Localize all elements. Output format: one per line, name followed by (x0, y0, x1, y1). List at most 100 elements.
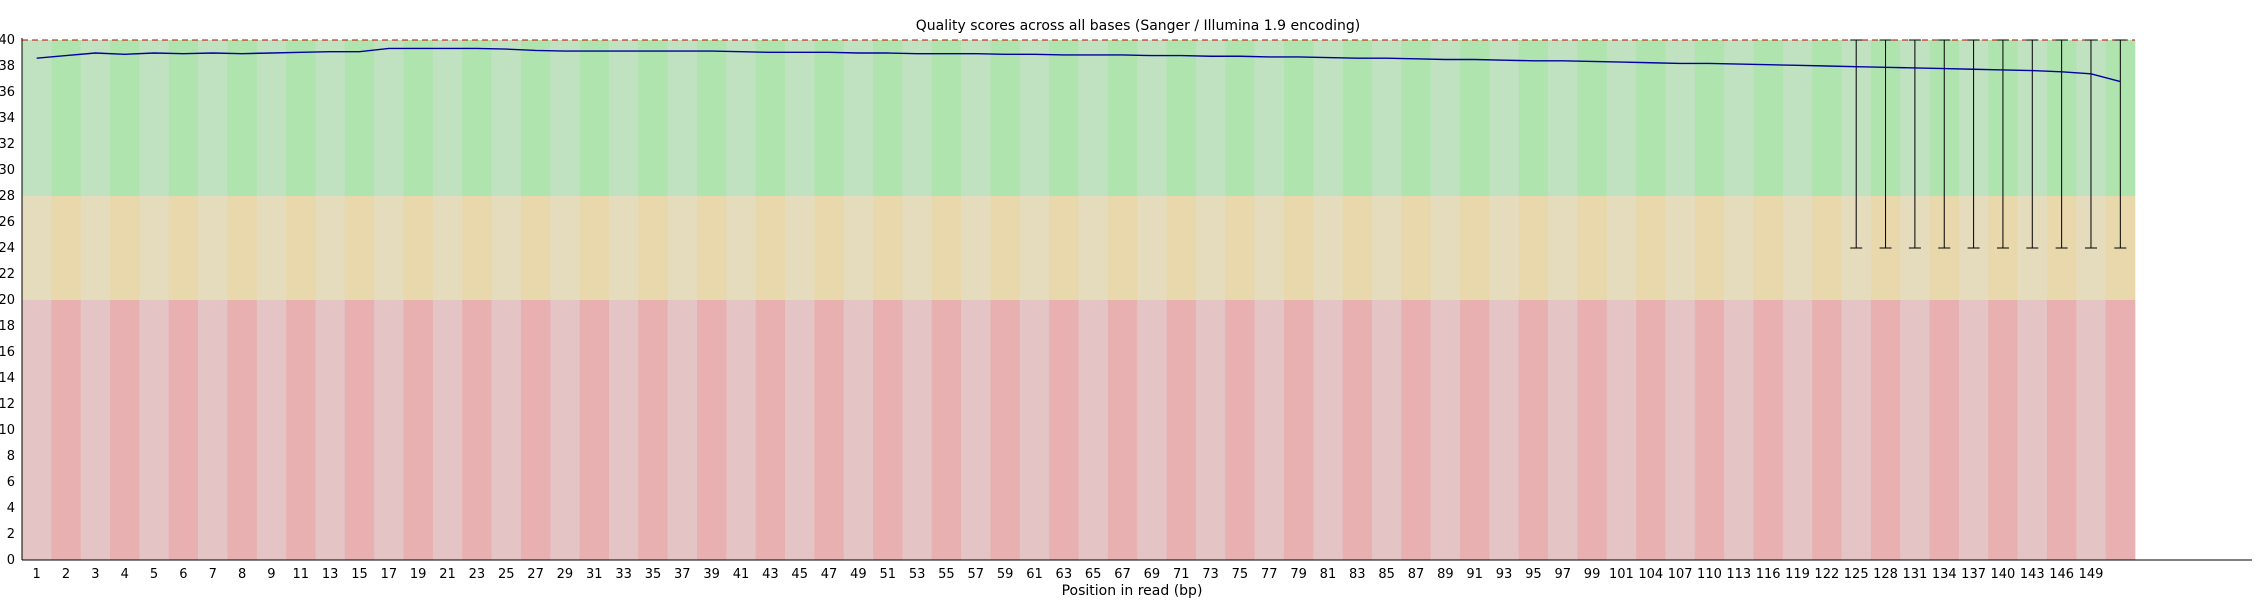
x-tick-label: 25 (498, 567, 515, 582)
zone-stripe (1195, 40, 1226, 196)
zone-stripe (198, 300, 228, 560)
x-tick-label: 3 (91, 567, 99, 582)
y-tick-label: 20 (0, 293, 15, 308)
x-tick-label: 29 (557, 567, 574, 582)
zone-stripe (1958, 300, 1989, 560)
zone-stripe (1342, 196, 1373, 300)
zone-stripe (1694, 196, 1725, 300)
x-tick-label: 55 (938, 567, 955, 582)
zone-stripe (873, 196, 903, 300)
x-tick-label: 23 (469, 567, 486, 582)
x-tick-label: 104 (1638, 567, 1663, 582)
y-tick-label: 6 (7, 475, 15, 490)
x-tick-label: 99 (1584, 567, 1601, 582)
zone-stripe (432, 300, 463, 560)
x-tick-label: 63 (1056, 567, 1073, 582)
x-tick-label: 107 (1668, 567, 1693, 582)
x-tick-label: 41 (733, 567, 750, 582)
zone-stripe (608, 300, 639, 560)
zone-stripe (344, 40, 375, 196)
zone-stripe (696, 196, 727, 300)
x-tick-label: 116 (1756, 567, 1781, 582)
zone-stripe (755, 40, 786, 196)
x-tick-label: 31 (586, 567, 603, 582)
zone-stripe (696, 40, 727, 196)
zone-stripe (550, 300, 580, 560)
zone-stripe (990, 40, 1021, 196)
zone-stripe (1078, 300, 1109, 560)
zone-stripe (1078, 196, 1109, 300)
zone-stripe (931, 300, 962, 560)
x-tick-label: 137 (1961, 567, 1986, 582)
zone-stripe (256, 300, 287, 560)
x-tick-label: 83 (1349, 567, 1366, 582)
zone-stripe (1724, 196, 1754, 300)
zone-stripe (1489, 40, 1520, 196)
y-tick-label: 28 (0, 189, 15, 204)
zone-stripe (814, 196, 845, 300)
zone-stripe (990, 196, 1021, 300)
whisker (1967, 39, 1980, 249)
x-tick-label: 5 (150, 567, 158, 582)
zone-stripe (608, 196, 639, 300)
zone-stripe (432, 196, 463, 300)
zone-stripe (1812, 300, 1842, 560)
zone-stripe (1283, 40, 1314, 196)
zone-stripe (1313, 196, 1343, 300)
x-tick-label: 43 (762, 567, 779, 582)
x-tick-label: 2 (62, 567, 70, 582)
whisker (1996, 39, 2009, 249)
zone-stripe (168, 40, 199, 196)
zone-stripe (315, 196, 346, 300)
zone-stripe (1137, 196, 1167, 300)
zone-stripe (755, 300, 786, 560)
zone-stripe (22, 196, 52, 300)
zone-stripe (1929, 300, 1960, 560)
whisker-series (1850, 39, 2127, 249)
zone-stripe (843, 196, 874, 300)
zone-stripe (961, 40, 991, 196)
whisker (2084, 39, 2097, 249)
axes (21, 38, 2252, 561)
zone-stripe (256, 196, 287, 300)
zone-stripe (1606, 40, 1637, 196)
y-tick-label: 16 (0, 345, 15, 360)
zone-stripe (726, 40, 756, 196)
zone-stripe (1225, 40, 1255, 196)
zone-stripe (227, 196, 258, 300)
zone-stripe (1694, 300, 1725, 560)
x-tick-label: 140 (1991, 567, 2016, 582)
zone-stripe (961, 300, 991, 560)
zone-stripe (520, 300, 551, 560)
zone-stripe (1753, 40, 1784, 196)
zone-stripe (1342, 40, 1373, 196)
zone-stripe (1577, 196, 1608, 300)
zone-stripe (814, 300, 845, 560)
zone-stripe (139, 196, 170, 300)
zone-stripe (168, 300, 199, 560)
x-tick-label: 101 (1609, 567, 1634, 582)
zone-stripe (726, 196, 756, 300)
zone-stripe (462, 300, 492, 560)
zone-stripe (785, 196, 815, 300)
x-tick-label: 89 (1437, 567, 1454, 582)
x-tick-label: 113 (1726, 567, 1751, 582)
zone-stripe (315, 300, 346, 560)
quality-zone-backgrounds (22, 40, 2136, 560)
x-tick-label: 1 (33, 567, 41, 582)
zone-stripe (1782, 40, 1813, 196)
y-tick-label: 30 (0, 163, 15, 178)
zone-stripe (961, 196, 991, 300)
zone-stripe (843, 40, 874, 196)
whisker (1850, 39, 1863, 249)
zone-stripe (520, 196, 551, 300)
x-tick-label: 125 (1844, 567, 1869, 582)
zone-stripe (1430, 300, 1461, 560)
y-tick-label: 18 (0, 319, 15, 334)
x-tick-labels: 1 2 3 4 5 6 7 8 9 11 13 15 17 19 21 23 25 27 29 31 33 35 37 39 4… (33, 567, 2104, 582)
zone-stripe (1724, 300, 1754, 560)
zone-stripe (1724, 40, 1754, 196)
zone-stripe (520, 40, 551, 196)
zone-stripe (403, 300, 434, 560)
